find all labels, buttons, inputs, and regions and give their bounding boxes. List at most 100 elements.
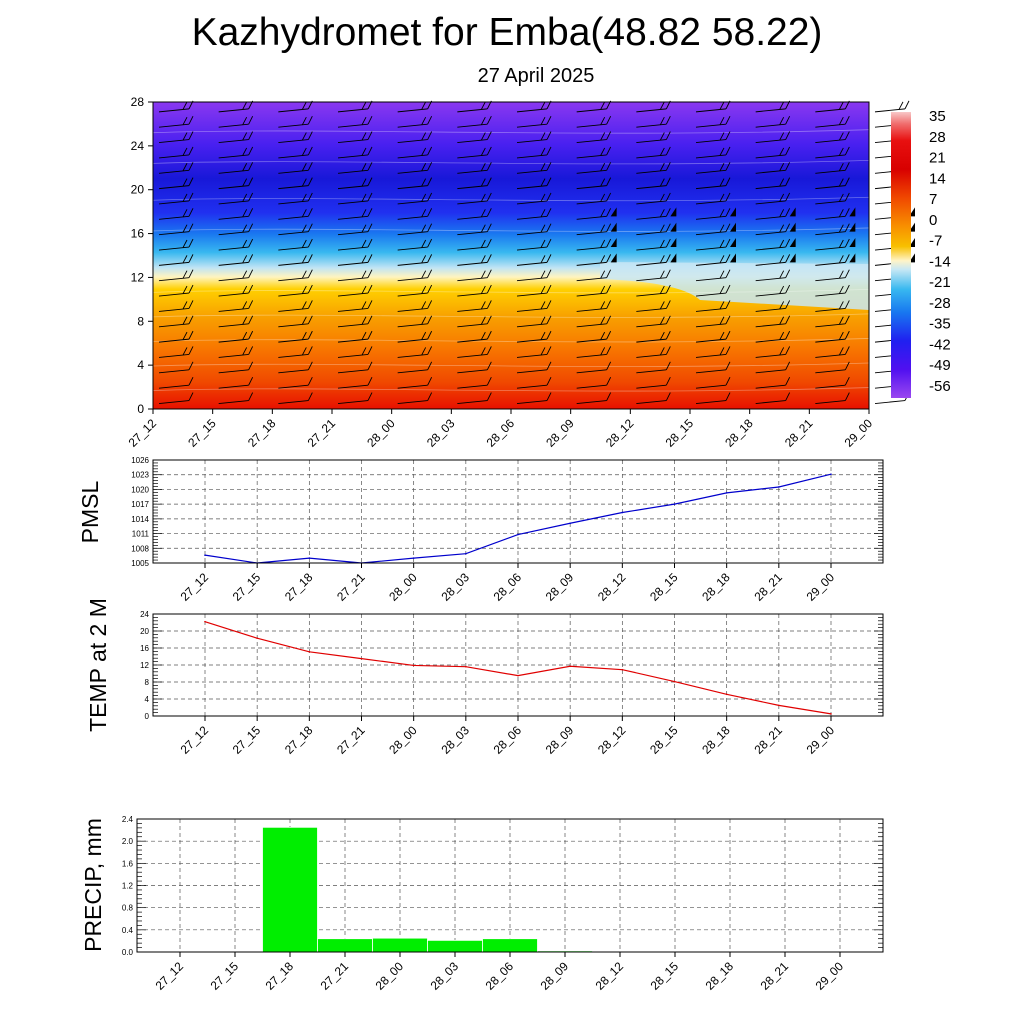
wind-barb-shaft (278, 323, 309, 328)
wind-barb-feather (367, 254, 373, 263)
wind-barb-feather (307, 300, 313, 309)
x-tick-label: 27_21 (334, 723, 368, 757)
wind-barb-feather (182, 147, 188, 156)
wind-barb-feather (486, 300, 492, 309)
wind-barb-shaft (457, 215, 488, 220)
wind-barb-feather (486, 284, 492, 294)
wind-barb-feather (719, 239, 725, 248)
wind-barb-shaft (457, 369, 488, 374)
wind-barb-feather (540, 101, 546, 110)
x-tick-label: 29_00 (804, 570, 838, 604)
wind-barb-shaft (218, 123, 249, 128)
wind-barb-shaft (397, 338, 428, 343)
data-point (725, 492, 728, 494)
wind-barb-feather (719, 285, 725, 294)
y-tick-label: 1026 (131, 456, 149, 465)
wind-barb-pennant (730, 253, 736, 263)
wind-barb-shaft (695, 400, 727, 404)
wind-barb-shaft (218, 384, 249, 389)
wind-barb-pennant (730, 207, 736, 217)
wind-barb-shaft (695, 369, 727, 374)
x-tick-label: 28_00 (373, 959, 407, 993)
wind-barb-shaft (516, 139, 548, 144)
wind-barb-shaft (516, 185, 548, 190)
wind-barb-feather (546, 254, 552, 263)
wind-barb-feather (480, 193, 486, 202)
data-point (360, 657, 363, 660)
data-point (830, 473, 832, 476)
wind-barb-feather (785, 346, 791, 355)
wind-barb-feather (421, 117, 427, 126)
wind-barb-feather (182, 285, 188, 294)
wind-barb-feather (844, 284, 850, 294)
wind-barb-feather (182, 178, 188, 187)
wind-barb-feather (600, 331, 606, 340)
wind-barb-shaft (278, 307, 309, 312)
wind-barb-shaft (218, 215, 249, 220)
wind-barb-feather (421, 147, 427, 156)
wind-barb-feather (427, 361, 433, 371)
wind-barb-feather (301, 270, 307, 279)
wind-barb-shaft (516, 123, 548, 128)
wind-barb-feather (779, 239, 785, 248)
wind-barb-feather (188, 238, 194, 248)
isotherm-line (152, 196, 870, 202)
wind-barb-feather (659, 163, 665, 172)
wind-barb-shaft (516, 307, 548, 312)
wind-barb-feather (600, 132, 606, 141)
wind-barb-shaft (397, 369, 428, 374)
wind-barb-feather (719, 163, 725, 172)
temp-ylabel: TEMP at 2 M (85, 598, 111, 732)
wind-barb-pennant (849, 222, 856, 232)
wind-barb-feather (779, 316, 785, 325)
wind-barb-shaft (576, 169, 607, 174)
wind-barb-pennant (849, 253, 856, 263)
wind-barb-feather (242, 178, 248, 187)
wind-barb-feather (486, 392, 492, 401)
y-tick-label: 1005 (131, 559, 149, 568)
wind-barb-feather (242, 101, 248, 110)
wind-barb-shaft (636, 139, 667, 144)
wind-barb-shaft (457, 246, 488, 251)
wind-barb-feather (606, 208, 612, 217)
wind-barb-feather (665, 300, 671, 309)
wind-barb-feather (785, 192, 791, 202)
wind-barb-feather (546, 208, 552, 217)
wind-barb-feather (844, 346, 850, 355)
x-tick-label: 27_12 (126, 416, 160, 450)
wind-barb-feather (307, 131, 313, 140)
wind-barb-feather (248, 223, 254, 232)
wind-barb-feather (427, 300, 433, 309)
wind-barb-feather (301, 101, 307, 110)
wind-barb-feather (540, 316, 546, 325)
wind-barb-feather (301, 178, 307, 187)
wind-barb-shaft (576, 384, 607, 389)
wind-barb-feather (486, 116, 492, 125)
colorbar-labels: 35 28 21 14 7 0 -7 -14 -21 -28 -35 -42 -49 -56 (929, 108, 951, 395)
wind-barb-feather (659, 209, 665, 218)
wind-barb-shaft (695, 200, 727, 205)
wind-barb-shaft (278, 369, 309, 374)
wind-barb-feather (838, 209, 844, 218)
wind-barb-shaft (516, 400, 548, 404)
wind-barb-shaft (218, 400, 249, 404)
wind-barb-feather (898, 101, 904, 110)
wind-barb-shaft (397, 307, 428, 312)
wind-barb-feather (242, 163, 248, 172)
colorbar-label: 0 (929, 212, 937, 229)
wind-barb-feather (480, 163, 486, 172)
wind-barb-feather (421, 301, 427, 310)
wind-barb-shaft (337, 123, 369, 128)
wind-barb-feather (779, 101, 785, 110)
wind-barb-feather (719, 331, 725, 340)
wind-barb-feather (844, 177, 850, 186)
wind-barb-feather (480, 101, 486, 110)
wind-barb-feather (301, 347, 307, 356)
data-point (517, 674, 519, 677)
wind-barb-shaft (337, 261, 369, 266)
wind-barb-feather (659, 347, 665, 356)
wind-barb-feather (421, 255, 427, 264)
wind-barb-feather (242, 347, 248, 356)
wind-barb-feather (427, 238, 433, 248)
chart-title: Kazhydromet for Emba(48.82 58.22) (191, 11, 823, 54)
